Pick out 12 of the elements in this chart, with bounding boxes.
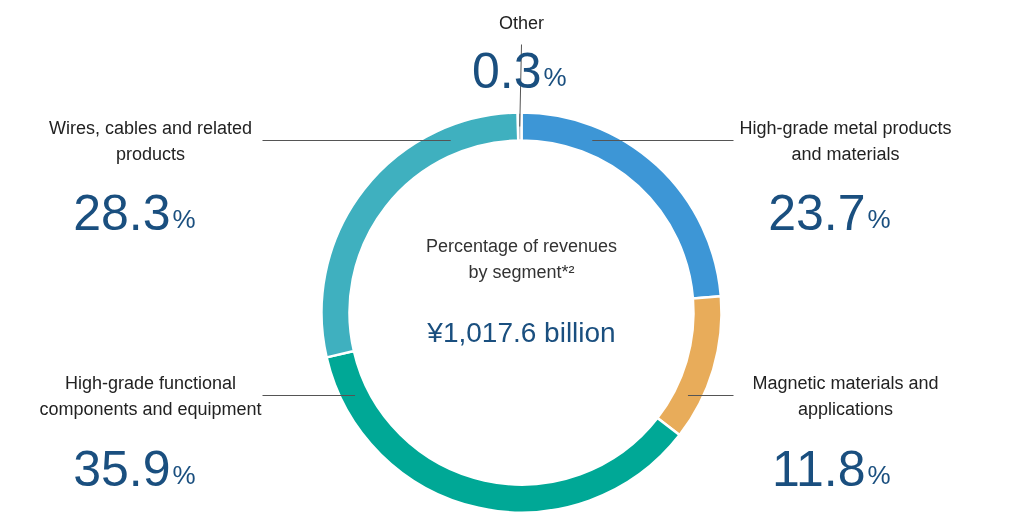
slice-label: Wires, cables and related products <box>48 117 253 164</box>
data-label: 23.7% <box>768 185 891 241</box>
slice-label: High-grade metal products and materials <box>739 117 952 164</box>
data-label: 28.3% <box>73 185 196 241</box>
slice-label: High-grade functional components and equipment <box>39 372 262 419</box>
slice-label: Magnetic materials and applications <box>752 372 939 419</box>
slice-label: Other <box>498 12 545 33</box>
data-label: 11.8% <box>771 441 891 497</box>
text: Percentage of revenues by segment*² <box>425 235 618 282</box>
data-label: 35.9% <box>73 441 196 497</box>
data-label: 0.3% <box>471 43 567 99</box>
text: ¥1,017.6 billion <box>426 317 616 348</box>
